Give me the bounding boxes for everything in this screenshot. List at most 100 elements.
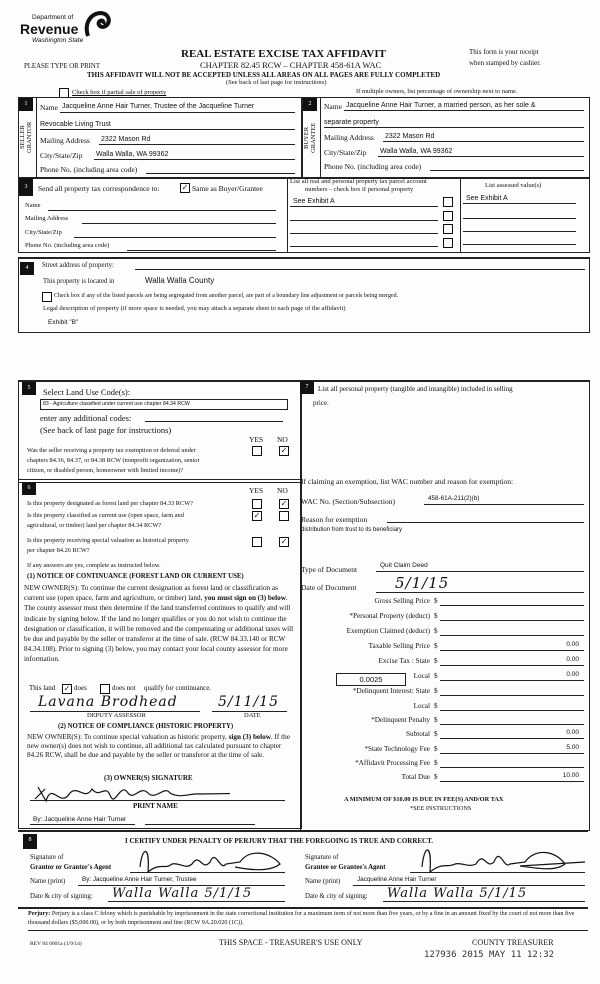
fee-field[interactable] <box>440 724 584 725</box>
legal-description-field[interactable]: Exhibit "B" <box>48 319 79 326</box>
grantee-signature-label: Grantee or Grantee's Agent <box>305 864 386 871</box>
fee-field[interactable] <box>440 767 584 768</box>
fee-field[interactable] <box>440 680 584 681</box>
grantor-date-field[interactable]: Walla Walla 5/1/15 <box>112 886 253 901</box>
fee-field[interactable] <box>440 695 584 696</box>
personal-property-checkbox[interactable] <box>443 197 453 207</box>
street-address-field[interactable] <box>135 269 585 270</box>
currency-symbol: $ <box>434 642 438 650</box>
buyer-name-field-line2[interactable]: separate property <box>324 119 379 126</box>
section-number: 4 <box>20 262 34 275</box>
buyer-phone-label: Phone No. (including area code) <box>324 162 422 171</box>
fee-value: 0.00 <box>566 641 579 648</box>
additional-codes-field[interactable] <box>145 421 283 422</box>
personal-property-checkbox[interactable] <box>443 224 453 234</box>
historic-yes-checkbox[interactable] <box>252 537 262 547</box>
fee-field[interactable] <box>440 710 584 711</box>
seller-mailing-field[interactable]: 2322 Mason Rd <box>101 136 151 143</box>
buyer-name-field[interactable]: Jacqueline Anne Hair Turner, a married p… <box>346 102 536 109</box>
fee-label: *Delinquent Penalty <box>371 716 430 724</box>
historic-no-checkbox[interactable]: ✓ <box>279 537 289 547</box>
buyer-city-field[interactable]: Walla Walla, WA 99362 <box>380 148 453 155</box>
certification-section <box>18 830 588 909</box>
corr-city-field[interactable] <box>74 237 276 238</box>
document-type-label: Type of Document <box>301 565 358 574</box>
assessed-value-field[interactable] <box>463 231 576 232</box>
logo-text: Department of <box>32 14 74 21</box>
currency-symbol: $ <box>434 702 438 710</box>
corr-mailing-field[interactable] <box>82 223 276 224</box>
fee-field[interactable] <box>440 635 584 636</box>
seller-city-field[interactable]: Walla Walla, WA 99362 <box>96 151 169 158</box>
reason-field[interactable]: distribution from trust to its beneficia… <box>301 527 403 533</box>
assessed-value-field[interactable]: See Exhibit A <box>466 195 508 202</box>
does-not-qualify-checkbox[interactable] <box>100 684 110 694</box>
grantor-signature-label: Grantor or Grantor's Agent <box>30 864 112 871</box>
document-type-field[interactable]: Quit Claim Deed <box>380 562 428 569</box>
seller-name-field-line2[interactable]: Revocable Living Trust <box>40 121 111 128</box>
current-use-yes-checkbox[interactable]: ✓ <box>252 511 262 521</box>
grantor-signature <box>139 850 281 874</box>
does-qualify-checkbox[interactable]: ✓ <box>62 684 72 694</box>
corr-phone-field[interactable] <box>127 250 276 251</box>
parcel-number-field[interactable] <box>290 246 438 247</box>
owner-print-name[interactable]: By: Jacqueline Anne Hair Turner <box>33 816 127 823</box>
owner-signature <box>34 786 230 803</box>
wac-field[interactable]: 458-61A-211(2)(b) <box>428 495 480 502</box>
county-field[interactable]: Walla Walla County <box>145 276 215 285</box>
assessed-value-field[interactable] <box>463 244 576 245</box>
buyer-phone-field[interactable] <box>430 170 584 171</box>
document-date-field[interactable]: 5/1/15 <box>395 574 450 592</box>
currency-symbol: $ <box>434 672 438 680</box>
fee-field[interactable] <box>440 605 584 606</box>
local-rate-box[interactable]: 0.0025 <box>336 673 406 686</box>
forest-yes-checkbox[interactable] <box>252 499 262 509</box>
personal-property-checkbox[interactable] <box>443 238 453 248</box>
land-use-select[interactable]: 83 - Agriculture classified under curren… <box>40 399 288 410</box>
fee-label: Exemption Claimed (deduct) <box>346 627 430 635</box>
minimum-due-note: A MINIMUM OF $10.00 IS DUE IN FEE(S) AND… <box>344 796 504 803</box>
buyer-mailing-field[interactable]: 2322 Mason Rd <box>385 133 435 140</box>
grantee-name-label: Name (print) <box>305 878 341 885</box>
fee-field[interactable] <box>440 738 584 739</box>
deputy-assessor-label: DEPUTY ASSESSOR <box>87 712 146 719</box>
treasurer-stamp: 127936 2015 MAY 11 12:32 <box>424 950 555 960</box>
local-rate-value: 0.0025 <box>359 675 383 684</box>
located-in-label: This property is located in <box>43 278 115 285</box>
grantee-date-field[interactable]: Walla Walla 5/1/15 <box>387 886 528 901</box>
parcel-number-field[interactable] <box>290 220 438 221</box>
segregated-checkbox[interactable] <box>42 292 52 302</box>
fee-field[interactable] <box>440 665 584 666</box>
legal-description-label: Legal description of property (if more s… <box>43 305 346 312</box>
section-number: 2 <box>303 98 317 111</box>
seller-phone-field[interactable] <box>146 173 295 174</box>
grantor-name-field[interactable]: By: Jacqueline Anne Hair Turner, Trustee <box>82 876 197 883</box>
form-subtitle: CHAPTER 82.45 RCW – CHAPTER 458-61A WAC <box>200 60 382 70</box>
current-use-question: Is this property classified as current u… <box>27 512 184 519</box>
section-number: 1 <box>19 98 33 111</box>
parcel-number-field[interactable]: See Exhibit A <box>293 198 335 205</box>
q5-yes-checkbox[interactable] <box>252 446 262 456</box>
fee-field[interactable] <box>440 781 584 782</box>
corr-name-field[interactable] <box>48 210 276 211</box>
section-number: 7 <box>300 381 314 394</box>
fee-field[interactable] <box>440 753 584 754</box>
current-use-no-checkbox[interactable] <box>279 511 289 521</box>
fee-value: 10.00 <box>562 772 579 779</box>
forest-no-checkbox[interactable]: ✓ <box>279 499 289 509</box>
parcel-number-field[interactable] <box>290 233 438 234</box>
instructions-note: (See back of last page for instructions) <box>226 79 327 86</box>
personal-property-checkbox[interactable] <box>443 211 453 221</box>
q5-no-checkbox[interactable]: ✓ <box>279 446 289 456</box>
grantee-name-field[interactable]: Jacqueline Anne Hair Turner <box>357 876 437 883</box>
grantor-signature-label: Signature of <box>30 854 64 861</box>
fee-field[interactable] <box>440 650 584 651</box>
same-as-buyer-checkbox[interactable]: ✓ <box>180 183 190 193</box>
notice-continuance-title: (1) NOTICE OF CONTINUANCE (FOREST LAND O… <box>27 573 244 580</box>
notice-compliance-title: (2) NOTICE OF COMPLIANCE (HISTORIC PROPE… <box>58 723 234 730</box>
fee-field[interactable] <box>440 620 584 621</box>
grantor-name-label: Name (print) <box>30 878 66 885</box>
assessed-value-field[interactable] <box>463 218 576 219</box>
multiple-owners-note: If multiple owners, list percentage of o… <box>356 88 518 95</box>
seller-name-field[interactable]: Jacqueline Anne Hair Turner, Trustee of … <box>62 103 255 110</box>
